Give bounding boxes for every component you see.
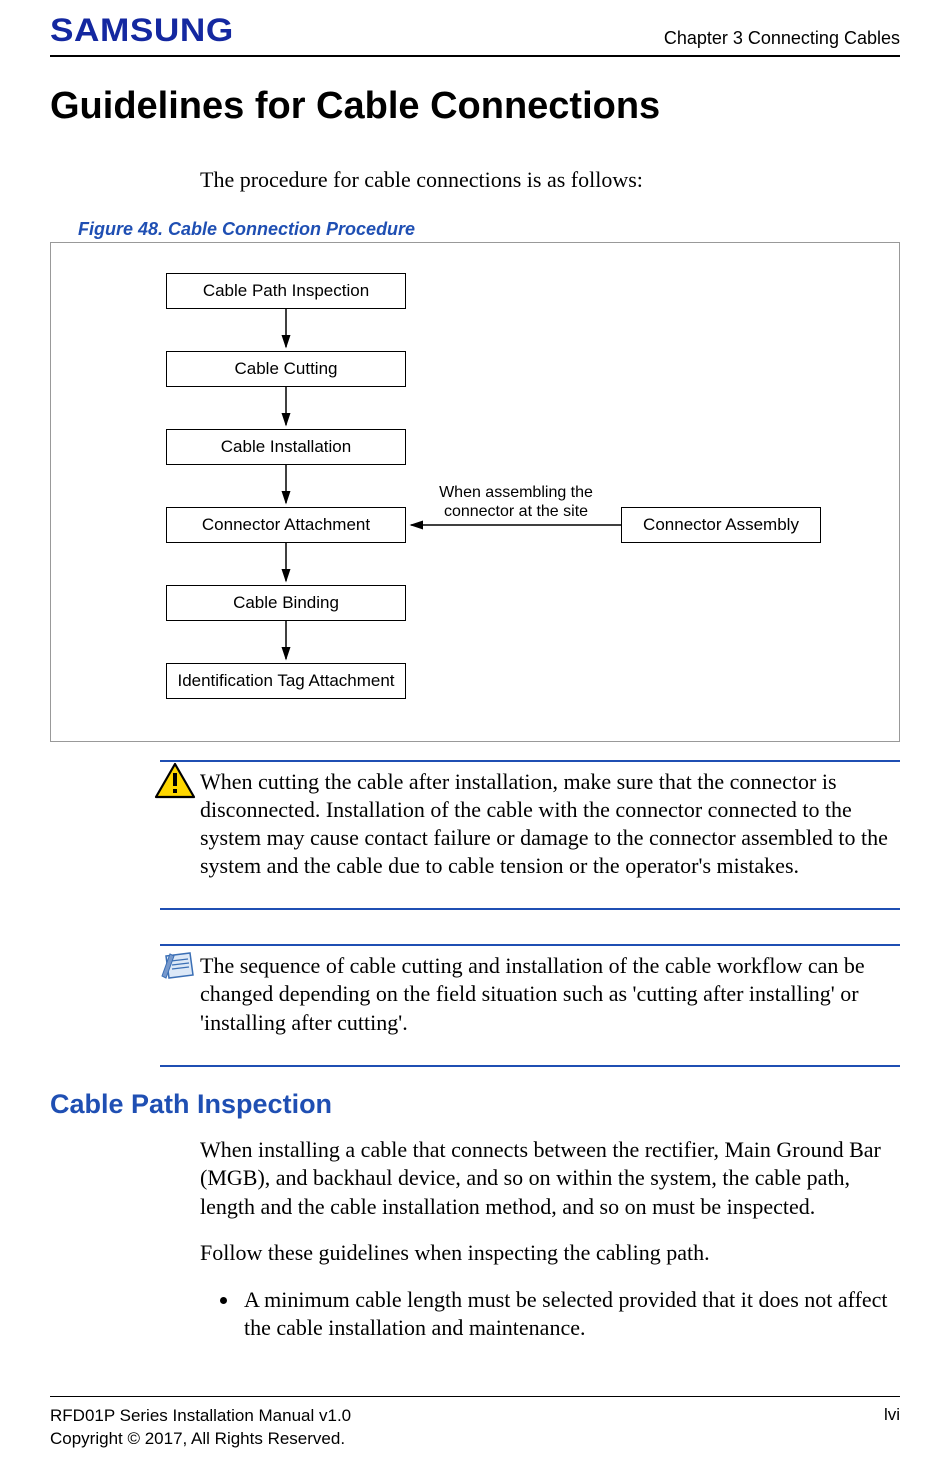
section-heading: Cable Path Inspection [50, 1089, 900, 1120]
flow-side-label-line2: connector at the site [444, 503, 588, 520]
figure-flowchart: Cable Path Inspection Cable Cutting Cabl… [50, 242, 900, 742]
footer-copyright: Copyright © 2017, All Rights Reserved. [50, 1428, 351, 1451]
flow-node-cable-cutting: Cable Cutting [166, 351, 406, 387]
flow-node-cable-installation: Cable Installation [166, 429, 406, 465]
warning-text: When cutting the cable after installatio… [200, 769, 888, 878]
flow-node-cable-path-inspection: Cable Path Inspection [166, 273, 406, 309]
warning-icon [154, 762, 196, 800]
page-title: Guidelines for Cable Connections [50, 85, 900, 128]
note-rule-bottom [160, 1065, 900, 1067]
flow-node-id-tag-attachment: Identification Tag Attachment [166, 663, 406, 699]
warning-rule-top [160, 760, 900, 762]
note-text: The sequence of cable cutting and instal… [200, 953, 865, 1034]
flow-side-label: When assembling the connector at the sit… [421, 483, 611, 521]
note-callout: The sequence of cable cutting and instal… [160, 952, 900, 1036]
chapter-label: Chapter 3 Connecting Cables [664, 28, 900, 49]
flow-node-cable-binding: Cable Binding [166, 585, 406, 621]
footer-page-number: lvi [884, 1405, 900, 1451]
bullet-item: A minimum cable length must be selected … [240, 1286, 900, 1342]
intro-paragraph: The procedure for cable connections is a… [200, 166, 900, 195]
page-footer: RFD01P Series Installation Manual v1.0 C… [50, 1396, 900, 1451]
flow-node-connector-attachment: Connector Attachment [166, 507, 406, 543]
warning-callout: When cutting the cable after installatio… [160, 768, 900, 881]
samsung-logo: SAMSUNG [50, 12, 234, 49]
figure-caption: Figure 48. Cable Connection Procedure [78, 219, 900, 240]
section-para-1: When installing a cable that connects be… [200, 1136, 900, 1222]
warning-rule-bottom [160, 908, 900, 910]
flow-node-connector-assembly: Connector Assembly [621, 507, 821, 543]
flow-side-label-line1: When assembling the [439, 484, 593, 501]
note-icon [160, 950, 198, 982]
page-header: SAMSUNG Chapter 3 Connecting Cables [50, 0, 900, 57]
footer-manual-line: RFD01P Series Installation Manual v1.0 [50, 1405, 351, 1428]
section-bullets: A minimum cable length must be selected … [240, 1286, 900, 1342]
note-rule-top [160, 944, 900, 946]
section-para-2: Follow these guidelines when inspecting … [200, 1239, 900, 1268]
